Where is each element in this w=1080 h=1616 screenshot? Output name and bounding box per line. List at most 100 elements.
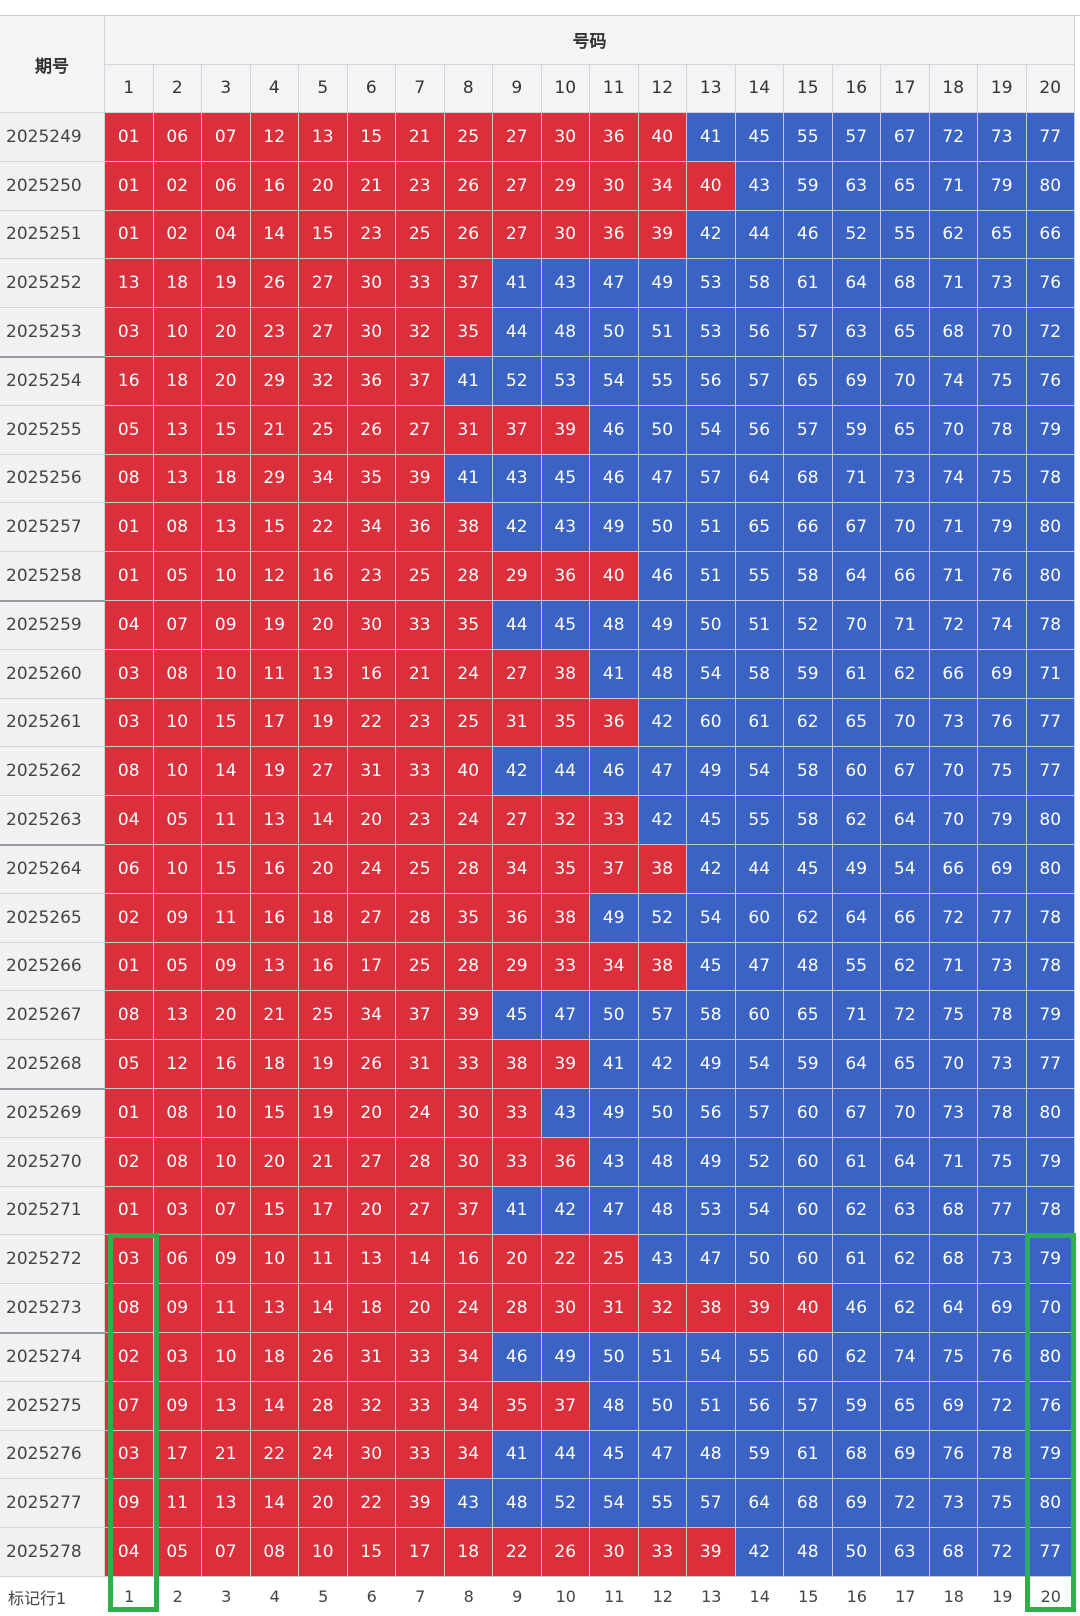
number-cell: 76 xyxy=(978,698,1027,748)
number-cell: 48 xyxy=(638,1137,687,1187)
number-cell: 15 xyxy=(250,503,299,553)
number-cell: 41 xyxy=(590,1040,639,1089)
number-cell: 50 xyxy=(590,1333,639,1382)
number-cell: 19 xyxy=(250,601,299,650)
number-cell: 72 xyxy=(978,1528,1027,1577)
number-cell: 57 xyxy=(784,405,833,455)
period-cell: 2025263 xyxy=(0,796,105,845)
number-cell: 78 xyxy=(978,1089,1027,1138)
number-cell: 21 xyxy=(347,161,396,211)
number-cell: 28 xyxy=(444,942,493,992)
period-cell: 2025275 xyxy=(0,1381,105,1431)
number-cell: 57 xyxy=(784,1381,833,1431)
number-cell: 54 xyxy=(687,893,736,943)
number-cell: 62 xyxy=(881,942,930,992)
number-cell: 62 xyxy=(832,1333,881,1382)
number-cell: 40 xyxy=(590,552,639,601)
number-cell: 04 xyxy=(105,601,154,650)
highlight-box xyxy=(108,1233,159,1612)
number-cell: 72 xyxy=(1026,308,1075,357)
number-cell: 08 xyxy=(105,747,154,797)
number-cell: 13 xyxy=(299,649,348,699)
number-cell: 28 xyxy=(444,552,493,601)
number-cell: 08 xyxy=(153,1137,202,1187)
number-cell: 05 xyxy=(153,796,202,845)
number-cell: 18 xyxy=(299,893,348,943)
number-cell: 30 xyxy=(541,210,590,260)
number-cell: 78 xyxy=(1026,942,1075,992)
number-cell: 56 xyxy=(735,308,784,357)
highlight-box xyxy=(1024,1233,1076,1612)
number-cell: 03 xyxy=(153,1333,202,1382)
number-cell: 65 xyxy=(881,1381,930,1431)
number-cell: 75 xyxy=(978,747,1027,797)
number-cell: 71 xyxy=(832,991,881,1041)
number-cell: 31 xyxy=(347,1333,396,1382)
number-cell: 22 xyxy=(299,503,348,553)
number-cell: 25 xyxy=(444,113,493,162)
number-cell: 18 xyxy=(250,1333,299,1382)
number-cell: 20 xyxy=(299,161,348,211)
number-cell: 30 xyxy=(347,259,396,309)
number-cell: 32 xyxy=(299,357,348,406)
number-cell: 57 xyxy=(784,308,833,357)
number-cell: 57 xyxy=(687,1479,736,1529)
number-cell: 72 xyxy=(929,893,978,943)
number-cell: 75 xyxy=(978,357,1027,406)
number-cell: 38 xyxy=(493,1040,542,1089)
number-cell: 07 xyxy=(202,1186,251,1236)
number-cell: 29 xyxy=(541,161,590,211)
number-cell: 38 xyxy=(638,845,687,894)
number-cell: 43 xyxy=(638,1235,687,1285)
number-cell: 77 xyxy=(978,1186,1027,1236)
number-cell: 74 xyxy=(978,601,1027,650)
number-cell: 64 xyxy=(929,1284,978,1333)
number-cell: 35 xyxy=(541,845,590,894)
number-cell: 50 xyxy=(638,1381,687,1431)
number-cell: 47 xyxy=(687,1235,736,1285)
number-cell: 72 xyxy=(929,601,978,650)
number-cell: 15 xyxy=(250,1089,299,1138)
number-cell: 65 xyxy=(784,991,833,1041)
column-header: 18 xyxy=(929,64,978,113)
number-cell: 49 xyxy=(832,845,881,894)
number-cell: 38 xyxy=(541,649,590,699)
number-cell: 44 xyxy=(493,601,542,650)
number-cell: 54 xyxy=(687,405,736,455)
number-cell: 51 xyxy=(735,601,784,650)
number-cell: 43 xyxy=(541,259,590,309)
number-cell: 64 xyxy=(832,893,881,943)
number-cell: 30 xyxy=(541,1284,590,1333)
number-cell: 34 xyxy=(347,991,396,1041)
number-cell: 71 xyxy=(832,454,881,504)
footer-label: 标记行1 xyxy=(0,1577,105,1616)
period-cell: 2025250 xyxy=(0,161,105,211)
number-cell: 27 xyxy=(299,259,348,309)
number-cell: 79 xyxy=(1026,405,1075,455)
number-cell: 13 xyxy=(153,991,202,1041)
period-cell: 2025266 xyxy=(0,942,105,992)
number-cell: 62 xyxy=(784,698,833,748)
number-cell: 30 xyxy=(541,113,590,162)
number-cell: 29 xyxy=(250,454,299,504)
number-cell: 11 xyxy=(202,893,251,943)
number-cell: 65 xyxy=(832,698,881,748)
number-cell: 16 xyxy=(250,845,299,894)
number-cell: 30 xyxy=(347,601,396,650)
number-cell: 05 xyxy=(105,1040,154,1089)
number-cell: 14 xyxy=(250,1381,299,1431)
number-cell: 13 xyxy=(153,454,202,504)
number-cell: 08 xyxy=(105,991,154,1041)
period-cell: 2025260 xyxy=(0,649,105,699)
number-cell: 23 xyxy=(347,552,396,601)
number-cell: 60 xyxy=(735,991,784,1041)
number-cell: 40 xyxy=(687,161,736,211)
group-separator xyxy=(0,356,105,358)
number-cell: 15 xyxy=(347,113,396,162)
number-cell: 55 xyxy=(735,1333,784,1382)
number-cell: 65 xyxy=(881,308,930,357)
number-cell: 44 xyxy=(541,1430,590,1480)
number-cell: 14 xyxy=(396,1235,445,1285)
footer-column: 9 xyxy=(493,1577,542,1616)
number-cell: 33 xyxy=(493,1137,542,1187)
